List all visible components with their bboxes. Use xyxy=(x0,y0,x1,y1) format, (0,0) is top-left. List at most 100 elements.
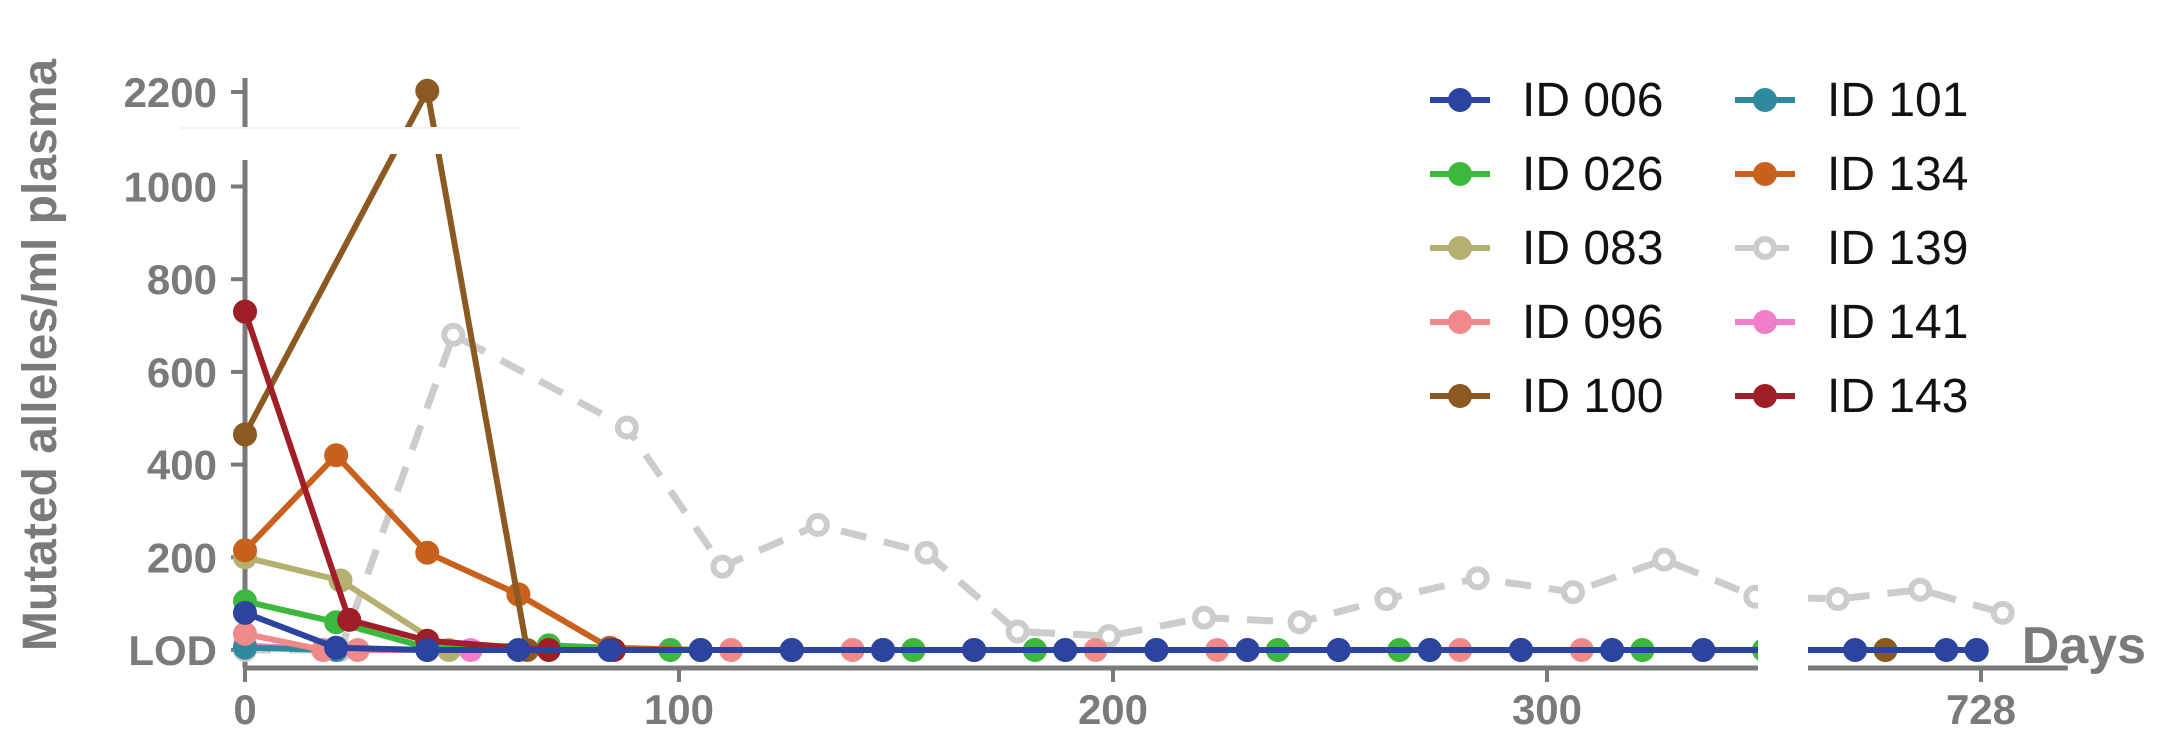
legend-label: ID 096 xyxy=(1522,296,1663,349)
series-id-139 xyxy=(233,322,2015,662)
legend-swatch-marker xyxy=(1753,236,1777,260)
data-point xyxy=(1691,638,1716,662)
data-point xyxy=(779,638,804,662)
legend-swatch-marker xyxy=(1753,384,1777,408)
legend-label: ID 143 xyxy=(1827,370,1968,423)
legend-label: ID 006 xyxy=(1522,74,1663,127)
legend-label: ID 101 xyxy=(1827,74,1968,127)
data-point xyxy=(805,512,830,537)
legend-label: ID 141 xyxy=(1827,296,1968,349)
data-point xyxy=(1465,566,1490,591)
y-tick-label: 800 xyxy=(147,256,217,303)
series-line xyxy=(245,331,2004,654)
data-point xyxy=(614,415,639,440)
x-tick-label: 728 xyxy=(1946,686,2016,730)
data-point xyxy=(1374,587,1399,611)
y-tick-label: 200 xyxy=(147,534,217,581)
data-point xyxy=(1509,638,1533,662)
series-line xyxy=(243,610,1977,653)
legend-swatch-marker xyxy=(1448,384,1472,408)
data-point xyxy=(1825,587,1850,611)
legend-item-id-026: ID 026 xyxy=(1430,148,1663,201)
data-point xyxy=(1964,638,1989,662)
y-axis-break xyxy=(180,128,520,154)
legend: ID 006 ID 026 ID 083 ID 096 ID 100 ID 101 ID 1… xyxy=(1430,74,1968,423)
series-id-006 xyxy=(233,600,1989,662)
data-point xyxy=(506,638,531,662)
legend-swatch-marker xyxy=(1753,310,1777,334)
legend-item-id-100: ID 100 xyxy=(1430,370,1663,423)
data-point xyxy=(1326,638,1351,662)
x-tick-label: 100 xyxy=(644,686,714,730)
data-point xyxy=(1287,610,1312,635)
legend-swatch-marker xyxy=(1448,310,1472,334)
data-point xyxy=(1561,580,1585,605)
data-point xyxy=(1144,638,1169,662)
y-tick-label: 600 xyxy=(147,349,217,396)
data-point xyxy=(1990,600,2015,625)
data-point xyxy=(233,538,257,563)
data-point xyxy=(688,638,713,662)
legend-item-id-143: ID 143 xyxy=(1735,370,1968,423)
data-point xyxy=(441,322,466,347)
y-tick-label: 2200 xyxy=(124,69,217,116)
x-tick-label: 0 xyxy=(233,686,256,730)
legend-label: ID 083 xyxy=(1522,222,1663,275)
data-point xyxy=(1192,605,1217,630)
data-point xyxy=(962,638,987,662)
data-point xyxy=(1843,638,1868,662)
data-point xyxy=(233,621,257,646)
data-point xyxy=(710,554,735,579)
legend-label: ID 139 xyxy=(1827,222,1968,275)
data-point xyxy=(233,299,257,324)
data-point xyxy=(1096,624,1121,649)
data-point xyxy=(233,600,257,625)
data-point xyxy=(324,635,349,660)
data-point xyxy=(914,540,939,565)
legend-item-id-096: ID 096 xyxy=(1430,296,1663,349)
legend-swatch-marker xyxy=(1753,88,1777,112)
series-layer xyxy=(180,78,2015,688)
data-point xyxy=(324,443,349,468)
legend-item-id-141: ID 141 xyxy=(1735,296,1968,349)
data-point xyxy=(415,540,440,565)
x-axis-break xyxy=(1758,548,1808,688)
data-point xyxy=(337,607,362,632)
data-point xyxy=(1600,638,1625,662)
legend-label: ID 026 xyxy=(1522,148,1663,201)
legend-item-id-139: ID 139 xyxy=(1735,222,1968,275)
series-line xyxy=(242,310,614,653)
data-point xyxy=(597,638,622,662)
legend-item-id-101: ID 101 xyxy=(1735,74,1968,127)
y-tick-label: LOD xyxy=(128,627,217,674)
x-axis-title: Days xyxy=(2022,617,2146,675)
data-point xyxy=(415,78,440,103)
x-tick-label: 300 xyxy=(1512,686,1582,730)
data-point xyxy=(415,638,440,662)
data-point xyxy=(233,422,257,447)
series-id-143 xyxy=(233,299,626,662)
legend-label: ID 100 xyxy=(1522,370,1663,423)
legend-swatch-marker xyxy=(1448,88,1472,112)
legend-swatch-marker xyxy=(1448,162,1472,186)
data-point xyxy=(1652,547,1677,572)
y-tick-label: 400 xyxy=(147,442,217,489)
y-tick-label: 1000 xyxy=(124,164,217,211)
y-axis-title: Mutated alleles/ml plasma xyxy=(14,59,67,652)
legend-item-id-083: ID 083 xyxy=(1430,222,1663,275)
data-point xyxy=(1417,638,1442,662)
data-point xyxy=(1934,638,1959,662)
data-point xyxy=(1053,638,1078,662)
x-tick-label: 200 xyxy=(1078,686,1148,730)
data-point xyxy=(1908,577,1933,602)
legend-label: ID 134 xyxy=(1827,148,1968,201)
data-point xyxy=(1235,638,1260,662)
legend-swatch-marker xyxy=(1448,236,1472,260)
legend-item-id-006: ID 006 xyxy=(1430,74,1663,127)
legend-swatch-marker xyxy=(1753,162,1777,186)
data-point xyxy=(1005,619,1030,644)
data-point xyxy=(871,638,895,662)
axes: LOD 200 400 600 800 1000 2200 0 100 200 300 728 xyxy=(124,69,2068,730)
legend-item-id-134: ID 134 xyxy=(1735,148,1968,201)
